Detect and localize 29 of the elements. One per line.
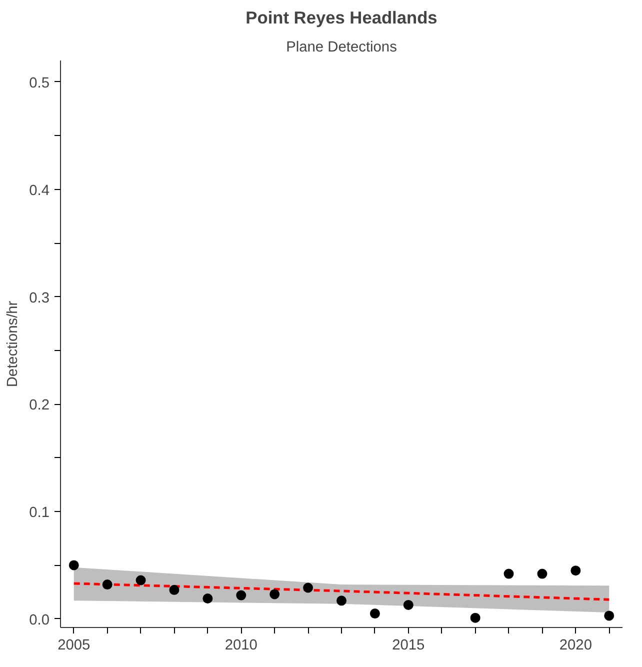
- point: [303, 582, 314, 593]
- x-tick-label: 2020: [559, 638, 592, 654]
- point: [470, 612, 480, 623]
- y-axis-title: Detections/hr: [5, 300, 22, 388]
- x-tick-label: 2010: [224, 638, 258, 654]
- point: [102, 580, 112, 590]
- point: [202, 594, 213, 604]
- point: [370, 608, 380, 619]
- point: [136, 575, 146, 586]
- point: [336, 596, 346, 606]
- point: [68, 560, 79, 570]
- y-tick-label: 0.1: [29, 505, 50, 522]
- x-tick-label: 2015: [392, 638, 425, 654]
- y-tick-label: 0.0: [29, 612, 50, 628]
- point: [169, 584, 180, 595]
- point: [270, 589, 280, 600]
- y-tick-label: 0.5: [29, 75, 50, 92]
- chart-subtitle: Plane Detections: [286, 40, 397, 56]
- y-tick-label: 0.3: [29, 290, 50, 306]
- point: [604, 610, 614, 621]
- x-tick-label: 2005: [58, 638, 90, 654]
- point: [537, 568, 548, 579]
- y-tick-label: 0.2: [29, 398, 50, 414]
- point: [504, 568, 514, 579]
- point: [570, 566, 581, 576]
- chart-title: Point Reyes Headlands: [246, 8, 438, 28]
- y-tick-label: 0.4: [29, 182, 50, 199]
- point: [403, 600, 414, 610]
- point: [236, 590, 246, 600]
